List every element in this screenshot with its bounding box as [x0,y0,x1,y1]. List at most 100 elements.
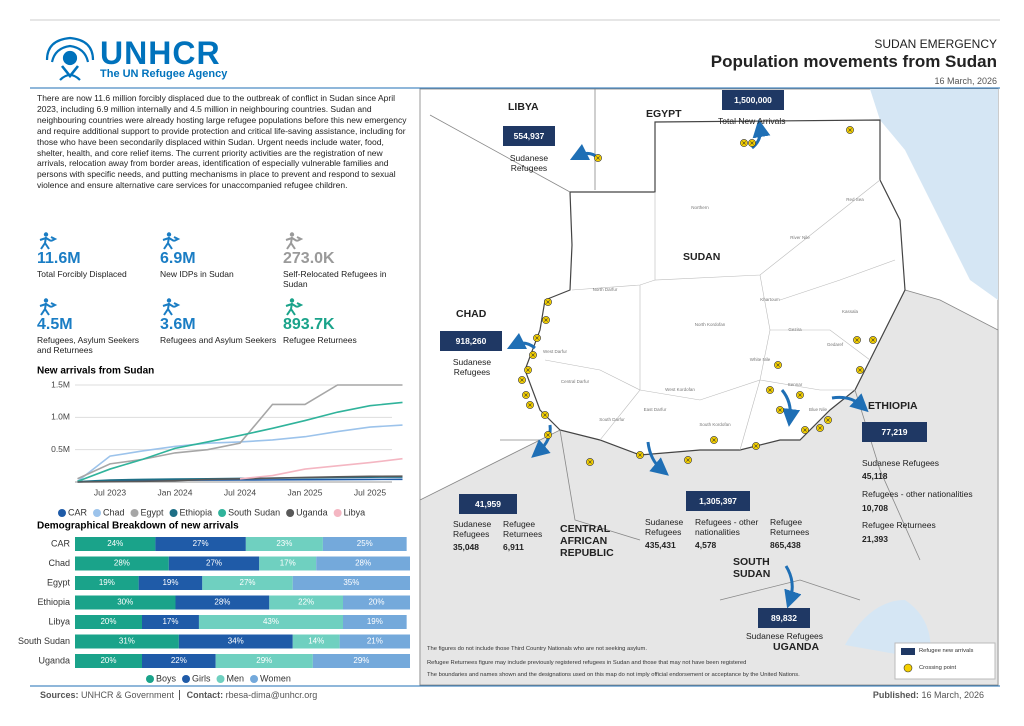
intro: There are now 11.6 million forcibly disp… [37,93,407,191]
y-tick-label: South Sudan [18,636,70,646]
y-tick-label: Egypt [47,577,71,587]
state-label: South Kordofan [699,422,731,427]
bar-segment [155,537,246,551]
value-label: 19% [367,617,383,626]
chart-title: Demographical Breakdown of new arrivals [37,521,239,532]
y-tick-label: 0.5M [51,444,70,454]
crossing-x [528,403,532,407]
org-tagline: The UN Refugee Agency [100,68,228,80]
value-label: 20% [100,617,116,626]
country-total: 1,500,000 [722,90,784,110]
y-tick-label: Ethiopia [37,597,70,607]
state-label: Sennar [788,382,803,387]
map-legend-label: Crossing point [919,665,957,671]
legend-swatch [216,675,225,683]
stat-label: Refugee Returnees [283,335,357,345]
crossing-x [778,408,782,412]
icon-head [166,232,172,237]
value-label: 14% [308,637,324,646]
legend-label: South Sudan [228,507,280,517]
stat-label: New IDPs in Sudan [160,269,234,279]
x-tick-label: Jan 2024 [158,487,193,497]
crossing-x [531,353,535,357]
series-line [77,401,403,483]
series-line [77,478,403,483]
state-label: West Darfur [543,349,567,354]
state-label: Khartoum [760,297,780,302]
value-label: 19% [162,578,178,587]
legend-swatch [250,675,259,683]
icon-body [39,302,58,316]
icon-body [39,236,58,250]
country-total: 77,219 [862,422,927,442]
value-label: 23% [276,539,292,548]
x-tick-label: Jul 2024 [224,487,256,497]
crossing-x [742,141,746,145]
stat-value: 4.5M [37,316,73,333]
icon-body [285,302,304,316]
legend-label: Boys [156,673,177,683]
legend-crossing-swatch [903,663,913,673]
breakdown-value: 435,431 [645,540,676,550]
crossing-x [803,428,807,432]
bar-segment [75,595,176,610]
state-label: River Nile [790,235,810,240]
crossing-x [848,128,852,132]
series-line [239,457,403,480]
footer-right: Published: 16 March, 2026 [873,690,984,700]
breakdown-label: Refugee Returnees [862,520,936,530]
icon-body [162,236,181,250]
value-label: 29% [256,656,272,665]
legend-label: Chad [103,507,125,517]
stat-label: Total Forcibly Displaced [37,269,127,279]
country-name: CHAD [456,308,487,320]
bar-segment [292,634,340,649]
country-label: Sudanese Refugees [746,631,824,641]
bar-segment [343,595,410,610]
legend-swatch [93,509,102,517]
y-tick-label: 1.0M [51,412,70,422]
map-note: The boundaries and names shown and the d… [427,672,800,678]
icon-body [162,302,181,316]
sudan-outline [524,119,906,456]
value-label: 22% [171,656,187,665]
bar-segment [178,634,293,649]
legend-swatch [182,675,191,683]
bar-segment [202,576,293,590]
crossing-x [524,393,528,397]
bar-segment [259,556,317,571]
map-legend-label: Refugee new arrivals [919,648,974,654]
legend-swatch [218,509,227,517]
state-label: White Nile [750,357,771,362]
legend-swatch [333,509,342,517]
icon-body [285,236,304,250]
crossing-x [798,393,802,397]
stat-icon [162,232,181,250]
stat-icon [285,232,304,250]
country-total: 89,832 [758,608,810,628]
crossing-x [818,426,822,430]
value-label: 28% [114,559,130,568]
bar-segment [75,556,169,571]
state-label: North Kordofan [695,322,726,327]
published-label: Published: [872,690,919,700]
legend-label: Ethiopia [180,507,213,517]
published: 16 March, 2026 [921,690,984,700]
chart-title: New arrivals from Sudan [37,366,154,377]
country-borders [429,89,921,601]
stat-value: 11.6M [37,250,81,267]
y-tick-label: 1.5M [51,379,70,389]
breakdown-label: Sudanese Refugees [453,519,492,539]
state-label: South Darfur [599,417,625,422]
contact[interactable]: rbesa-dima@unhcr.org [225,690,318,700]
bar-segment [339,634,410,649]
country-label: Sudanese Refugees [509,153,549,173]
logo-emblem [45,36,95,81]
bar-segment [75,537,156,551]
state-label: North Darfur [593,287,618,292]
crossing-x [543,413,547,417]
bar-segment [269,595,343,610]
value-label: 28% [355,559,371,568]
